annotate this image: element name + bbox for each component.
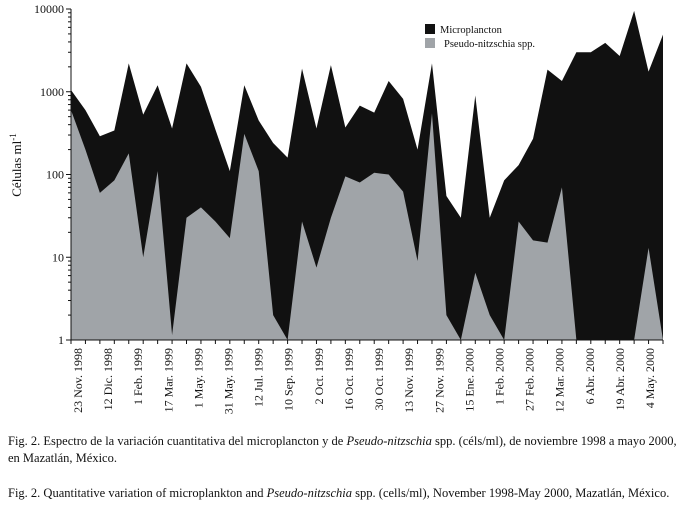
y-axis-label: Células ml-1 xyxy=(8,133,24,196)
y-tick-label: 100 xyxy=(46,168,64,182)
plot-area xyxy=(71,10,663,341)
x-tick-label: 4 May. 2000 xyxy=(643,348,657,408)
x-tick-label: 15 Ene. 2000 xyxy=(462,348,476,412)
x-tick-label: 1 Feb. 1999 xyxy=(131,348,145,405)
caption-es-suffix: spp. (céls/ml), de noviembre 1998 a mayo… xyxy=(8,434,677,465)
caption-en-prefix: Fig. 2. Quantitative variation of microp… xyxy=(8,486,267,500)
x-tick-label: 31 May. 1999 xyxy=(222,348,236,414)
y-tick-label: 10000 xyxy=(34,2,64,16)
x-tick-label: 27 Feb. 2000 xyxy=(523,348,537,411)
caption-english: Fig. 2. Quantitative variation of microp… xyxy=(8,485,683,502)
caption-es-genus: Pseudo-nitzschia xyxy=(346,434,432,448)
caption-spanish: Fig. 2. Espectro de la variación cuantit… xyxy=(8,433,683,467)
caption-en-genus: Pseudo-nitzschia xyxy=(266,486,353,500)
axes: 1 10 100 1000 10000 23 Nov. 1998 12 Dic. 1998 1… xyxy=(34,2,664,414)
x-tick-label: 6 Abr. 2000 xyxy=(583,348,597,404)
legend-swatch-microplancton xyxy=(425,24,435,34)
x-tick-label: 19 Abr. 2000 xyxy=(613,348,627,410)
legend-label-microplancton: Microplancton xyxy=(440,25,503,36)
x-tick-label: 1 Feb. 2000 xyxy=(493,348,507,405)
x-tick-label: 27 Nov. 1999 xyxy=(432,348,446,413)
x-tick-label: 13 Nov. 1999 xyxy=(402,348,416,413)
y-tick-label: 1 xyxy=(58,333,64,347)
legend-label-pseudo-nitzschia: Pseudo-nitzschia spp. xyxy=(444,39,535,50)
x-tick-label: 30 Oct. 1999 xyxy=(372,348,386,410)
x-tick-label: 2 Oct. 1999 xyxy=(312,348,326,404)
series-area-pseudo-nitzschia xyxy=(71,110,663,340)
x-tick-label: 10 Sep. 1999 xyxy=(282,348,296,411)
x-tick-label: 12 Mar. 2000 xyxy=(553,348,567,412)
chart: 1 10 100 1000 10000 23 Nov. 1998 12 Dic. 1998 1… xyxy=(8,2,664,414)
caption-en-suffix: spp. (cells/ml), November 1998-May 2000,… xyxy=(352,486,670,500)
caption-es-prefix: Fig. 2. Espectro de la variación cuantit… xyxy=(8,434,347,448)
x-tick-label: 1 May. 1999 xyxy=(191,348,205,408)
y-tick-label: 10 xyxy=(52,250,64,264)
x-tick-label: 23 Nov. 1998 xyxy=(71,348,85,413)
y-tick-label: 1000 xyxy=(40,85,64,99)
x-tick-label: 16 Oct. 1999 xyxy=(342,348,356,410)
x-tick-label: 17 Mar. 1999 xyxy=(161,348,175,412)
x-tick-label: 12 Jul. 1999 xyxy=(252,348,266,407)
x-tick-label: 12 Dic. 1998 xyxy=(101,348,115,410)
legend: Microplancton Pseudo-nitzschia spp. xyxy=(425,24,535,50)
legend-swatch-pseudo-nitzschia xyxy=(425,38,435,48)
